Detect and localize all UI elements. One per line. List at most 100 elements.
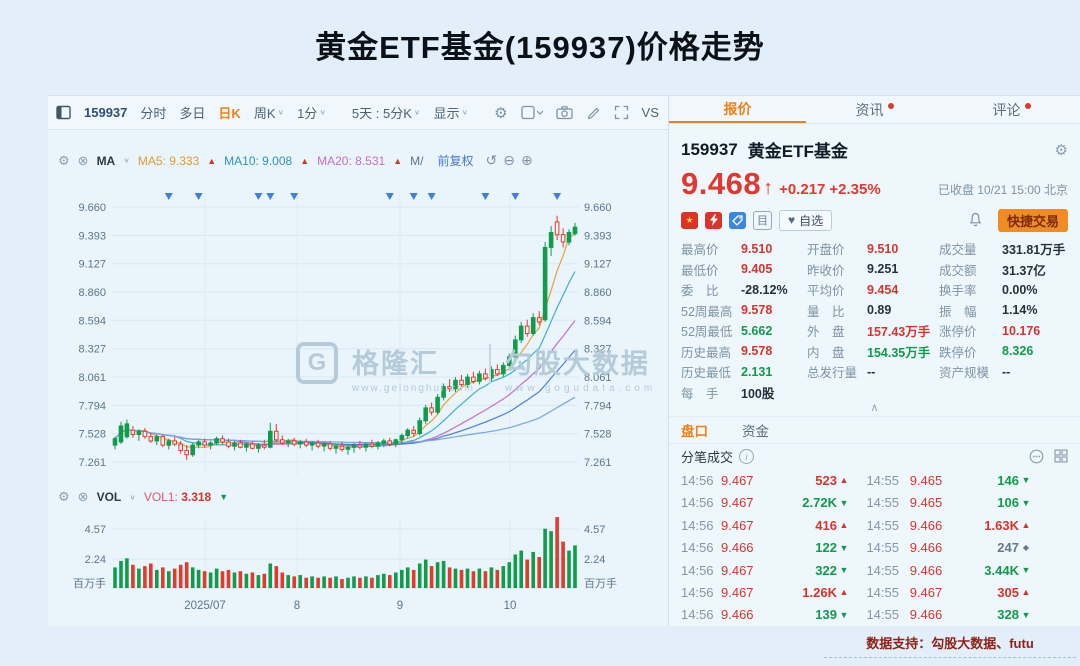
symbol-code[interactable]: 159937 (84, 105, 128, 120)
svg-text:8.860: 8.860 (78, 287, 106, 299)
bell-icon[interactable] (968, 212, 983, 228)
divider (669, 416, 1080, 418)
ma-label[interactable]: MA (96, 153, 116, 168)
gear-icon[interactable]: ⚙ (494, 104, 508, 122)
tab-five-day[interactable]: 5天 : 5分K ∨ (351, 106, 421, 121)
zoom-in-icon[interactable]: ⊕ (520, 152, 533, 168)
tick-trade-row[interactable]: 14:56 9.466 139 ▼ 14:55 9.466 328 ▼ (681, 607, 1031, 623)
stat-label: 成交量 (939, 243, 977, 258)
stat-item: 资产规模 -- (939, 361, 1068, 382)
stat-value: 8.326 (1002, 344, 1034, 359)
close-indicator-icon[interactable]: ⊗ (77, 489, 89, 504)
vs-compare-button[interactable]: VS (641, 105, 659, 120)
stat-label: 成交额 (939, 263, 977, 278)
stat-item: 52周最低 5.662 (681, 320, 807, 341)
stat-label: 内 盘 (807, 345, 845, 360)
tab-one-min[interactable]: 1分 ∨ (297, 106, 326, 121)
gear-icon[interactable]: ⚙ (1054, 141, 1068, 159)
stat-label: 昨收价 (807, 263, 845, 278)
watermark-brand-url: www.gelonghui.com (352, 383, 475, 394)
tab-multi-day[interactable]: 多日 (179, 106, 206, 121)
more-options-icon[interactable] (1029, 449, 1044, 464)
tick-trade-row[interactable]: 14:56 9.466 122 ▼ 14:55 9.466 247 ◆ (681, 540, 1030, 556)
collapse-stats-chevron[interactable]: ∧ (870, 402, 879, 415)
stat-value: 157.43万手 (867, 325, 931, 340)
tab-quote[interactable]: 报价 (669, 96, 806, 124)
stat-value: 154.35万手 (867, 345, 931, 360)
instrument-code: 159937 (681, 139, 738, 159)
chart-style-icon[interactable] (520, 105, 543, 120)
watermark-partner-url: www.gogudata.com (504, 383, 657, 394)
close-indicator-icon[interactable]: ⊗ (77, 152, 89, 168)
svg-text:百万手: 百万手 (73, 576, 106, 590)
tick-trade-row[interactable]: 14:56 9.467 523 ▲ 14:55 9.465 146 ▼ (681, 472, 1031, 488)
layout-split-icon[interactable] (56, 105, 71, 120)
stat-value: 10.176 (1002, 323, 1041, 338)
chevron-down-icon: ∨ (123, 156, 130, 165)
stat-item: 最低价 9.405 (681, 259, 807, 280)
stat-value: 9.578 (741, 303, 773, 318)
stat-item: 昨收价 9.251 (807, 259, 939, 280)
svg-text:7.794: 7.794 (78, 400, 106, 412)
vol-label[interactable]: VOL (96, 490, 122, 504)
tick-trade-row[interactable]: 14:56 9.467 2.72K ▼ 14:55 9.465 106 ▼ (681, 495, 1031, 511)
tab-minute[interactable]: 分时 (140, 106, 167, 121)
svg-text:百万手: 百万手 (584, 576, 617, 590)
svg-text:8.594: 8.594 (78, 315, 106, 327)
last-price: 9.468 (681, 166, 762, 202)
tab-news[interactable]: 资讯 (806, 96, 943, 123)
tab-day-k[interactable]: 日K (218, 106, 241, 121)
add-watchlist-button[interactable]: ♥ 自选 (779, 209, 833, 231)
undo-icon[interactable]: ↺ (485, 152, 498, 168)
ma-more-truncated: M/ (410, 153, 424, 168)
svg-text:7.528: 7.528 (78, 429, 106, 441)
stat-item: 开盘价 9.510 (807, 238, 939, 259)
svg-text:7.528: 7.528 (584, 429, 612, 441)
stat-value: 0.89 (867, 303, 892, 318)
info-icon[interactable]: i (739, 449, 755, 465)
gear-icon[interactable]: ⚙ (58, 489, 70, 504)
price-change-pct: +2.35% (829, 181, 881, 199)
tick-trade-row[interactable]: 14:56 9.467 1.26K ▲ 14:55 9.467 305 ▲ (681, 584, 1031, 600)
svg-text:8: 8 (294, 600, 300, 612)
camera-icon[interactable] (555, 105, 573, 120)
grid-view-icon[interactable] (1054, 449, 1068, 464)
chevron-down-icon: ∨ (277, 108, 285, 117)
svg-text:2025/07: 2025/07 (184, 600, 226, 612)
stat-label: 跌停价 (939, 345, 977, 360)
chart-canvas[interactable]: 9.660 9.660 9.393 9.393 9.127 9.127 8.860 8.860… (48, 130, 668, 627)
up-arrow-icon: ↑ (763, 177, 774, 200)
candlestick-chart[interactable]: ⚙ ⊗ MA ∨ MA5: 9.333 ▲ MA10: 9.008 ▲ MA20: … (48, 130, 668, 626)
forward-adjusted-toggle[interactable]: 前复权 (437, 154, 474, 168)
quick-trade-button[interactable]: 快捷交易 (997, 208, 1068, 232)
zoom-out-icon[interactable]: ⊖ (503, 152, 515, 168)
tab-comments[interactable]: 评论 (943, 96, 1080, 123)
tab-week-k[interactable]: 周K ∨ (253, 106, 285, 121)
heart-icon: ♥ (788, 213, 796, 228)
stat-item: 内 盘 154.35万手 (807, 341, 939, 362)
svg-text:9.393: 9.393 (584, 230, 612, 242)
tab-capital-flow[interactable]: 资金 (742, 424, 769, 440)
display-menu[interactable]: 显示 ∨ (433, 106, 469, 121)
lightning-badge-icon (705, 211, 722, 229)
fullscreen-icon[interactable] (614, 105, 629, 120)
svg-text:8.061: 8.061 (78, 372, 106, 384)
gear-icon[interactable]: ⚙ (58, 152, 70, 168)
pencil-icon[interactable] (586, 105, 601, 120)
svg-text:7.261: 7.261 (78, 457, 106, 469)
trading-app-window: 159937 分时 多日 日K 周K ∨ 1分 ∨ 5天 : 5分K ∨ 显示 ∨ ⚙ (48, 95, 1080, 626)
tick-trade-row[interactable]: 14:56 9.467 416 ▲ 14:55 9.466 1.63K ▲ (681, 517, 1031, 533)
instrument-name: 黄金ETF基金 (747, 142, 848, 162)
svg-text:9.393: 9.393 (78, 230, 106, 242)
chevron-down-icon: ∨ (461, 108, 469, 117)
tab-order-book[interactable]: 盘口 (681, 424, 708, 440)
tick-trade-row[interactable]: 14:56 9.467 322 ▼ 14:55 9.466 3.44K ▼ (681, 562, 1031, 578)
tick-trades-title: 分笔成交 (681, 450, 734, 466)
stat-value: -- (867, 364, 876, 379)
svg-text:8.860: 8.860 (584, 287, 612, 299)
stat-value: 9.454 (867, 282, 899, 297)
stat-value: 331.81万手 (1002, 243, 1066, 258)
page-title: 黄金ETF基金(159937)价格走势 (315, 30, 765, 65)
stat-item: 每 手 100股 (681, 382, 807, 403)
svg-text:9.127: 9.127 (78, 259, 106, 271)
